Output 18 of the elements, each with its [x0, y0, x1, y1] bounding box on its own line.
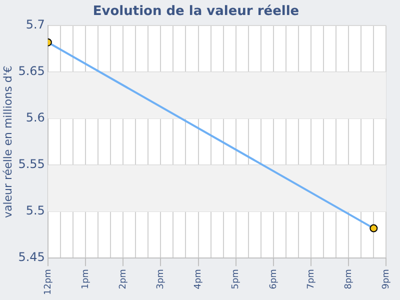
y-tick-label: 5.6: [26, 110, 45, 125]
x-tick-label: 7pm: [306, 269, 316, 290]
y-tick-label: 5.65: [18, 64, 45, 78]
x-tick-label: 9pm: [382, 269, 392, 290]
y-tick-label: 5.45: [18, 250, 45, 264]
chart-title: Evolution de la valeur réelle: [92, 4, 300, 20]
x-tick-label: 2pm: [118, 269, 128, 290]
x-tick-label: 8pm: [344, 269, 354, 290]
x-tick-label: 6pm: [268, 269, 279, 290]
x-tick-label: 3pm: [156, 269, 166, 290]
x-tick-label: 5pm: [231, 269, 242, 290]
x-tick-label: 4pm: [194, 269, 204, 290]
x-tick-label: 1pm: [80, 269, 91, 290]
y-axis-title: valeur réelle en millions d'€: [1, 66, 14, 218]
x-tick-label: 12pm: [43, 269, 54, 296]
y-tick-label: 5.55: [18, 157, 45, 172]
y-tick-label: 5.5: [26, 204, 45, 218]
y-tick-label: 5.7: [26, 18, 45, 32]
